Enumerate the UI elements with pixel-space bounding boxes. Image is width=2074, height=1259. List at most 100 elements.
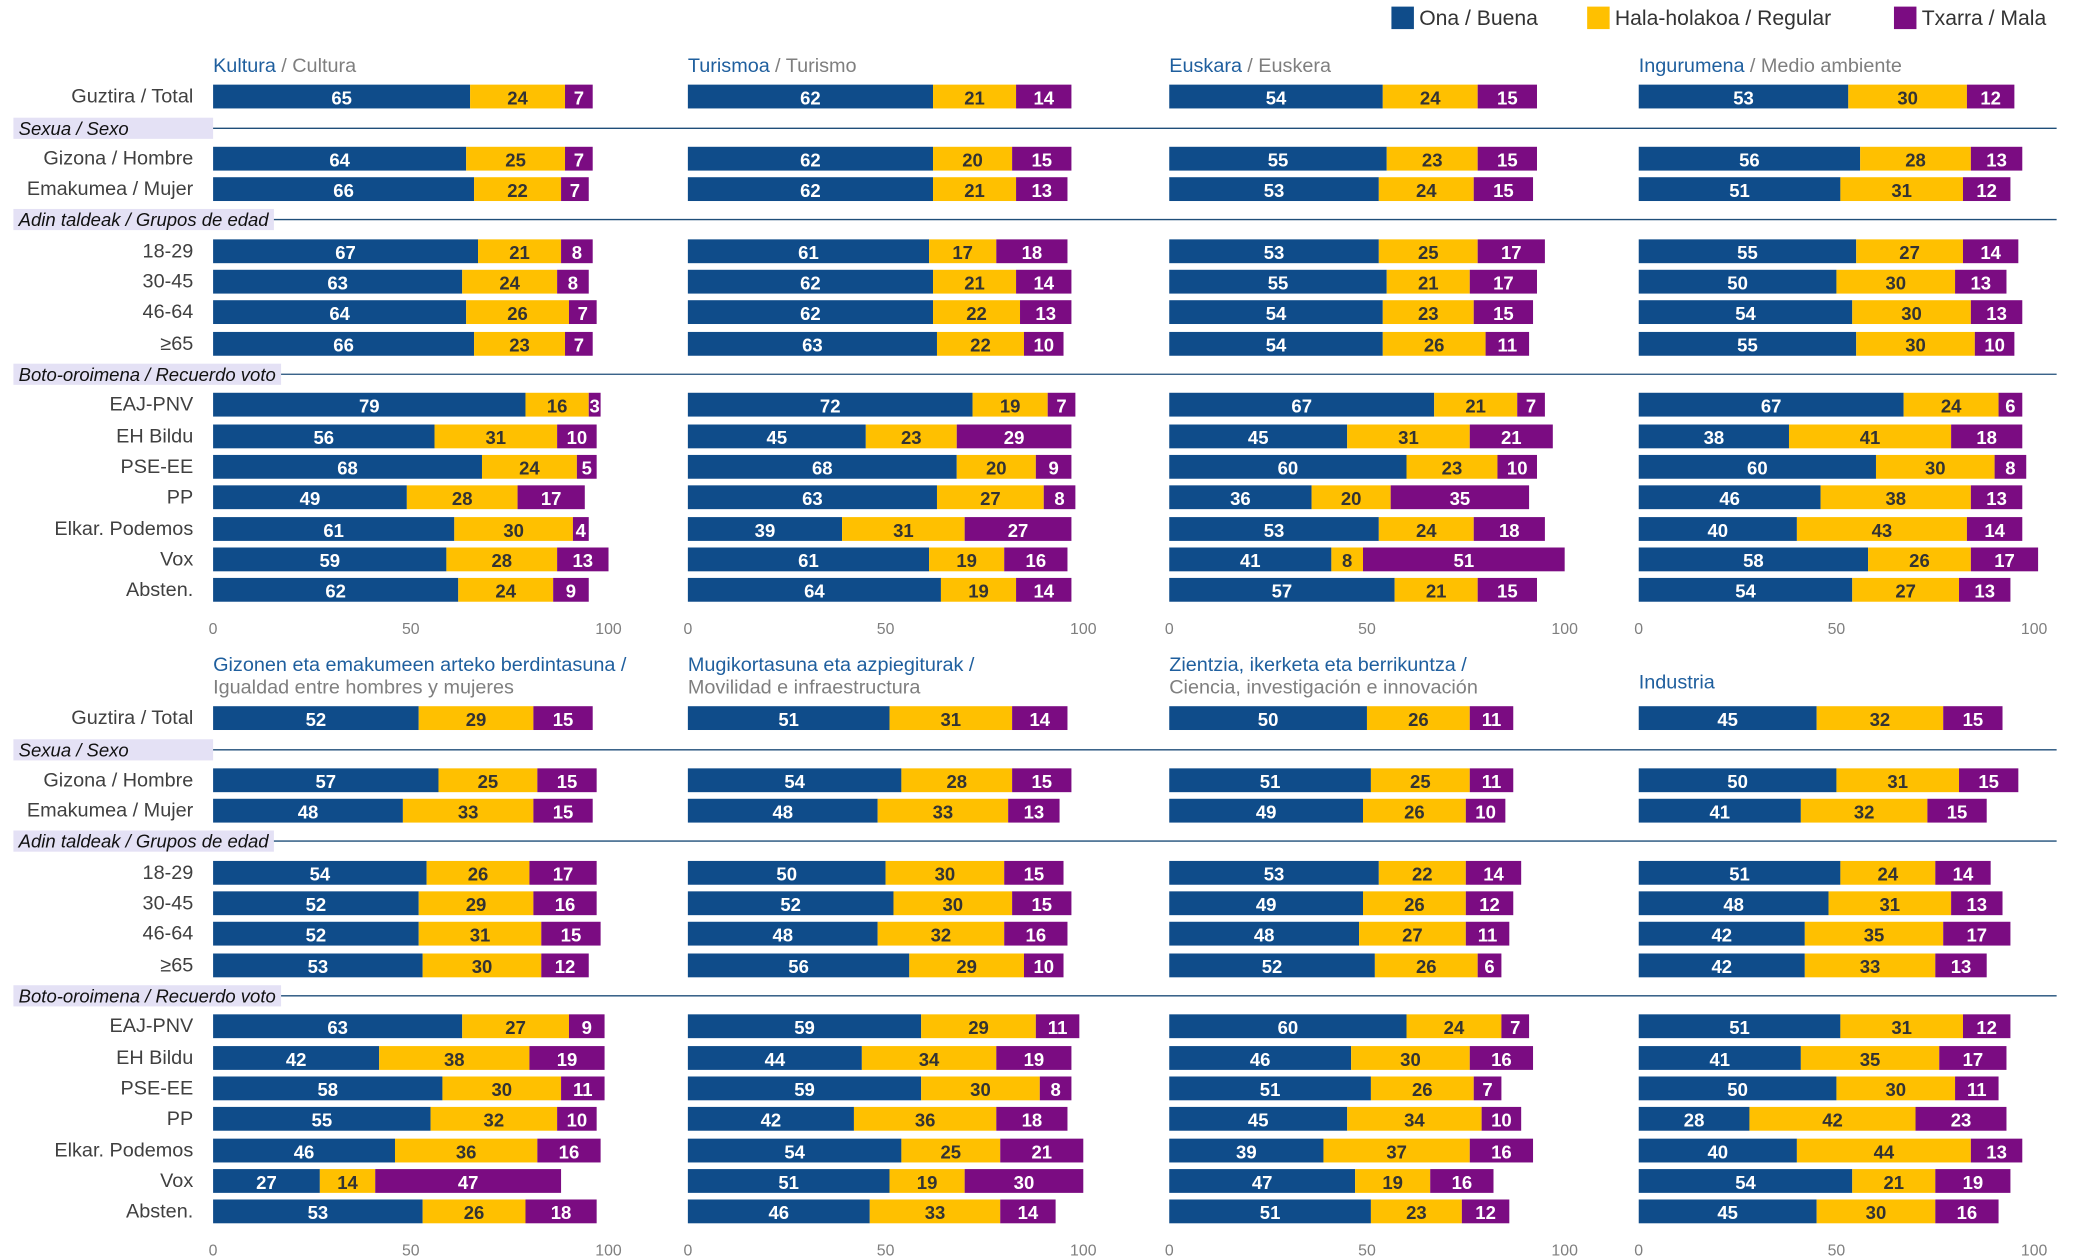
value-label: 19: [968, 581, 989, 602]
value-label: 16: [1491, 1141, 1512, 1162]
bar-segment: [438, 768, 538, 793]
bar-segment: [1374, 953, 1478, 978]
bar-segment: [885, 860, 1005, 885]
bar-segment: [687, 177, 934, 202]
bar-segment: [936, 331, 1024, 356]
bar-segment: [1638, 84, 1849, 109]
bar-segment: [1169, 177, 1379, 202]
category-label: PSE-EE: [121, 1077, 194, 1099]
bar-segment: [1903, 392, 1999, 417]
bar-segment: [1169, 269, 1387, 294]
value-label: 15: [561, 924, 582, 945]
value-label: 50: [1727, 273, 1748, 294]
bar-segment: [1370, 768, 1470, 793]
bar-segment: [1638, 1169, 1853, 1193]
value-label: 46: [294, 1141, 315, 1162]
value-label: 23: [509, 335, 530, 356]
bar-segment: [1359, 921, 1466, 946]
bar-segment: [213, 768, 439, 793]
value-label: 4: [576, 520, 587, 541]
bar-segment: [1935, 953, 1987, 978]
value-label: 17: [1501, 242, 1522, 263]
value-label: 19: [1963, 1172, 1984, 1193]
value-label: 60: [1747, 458, 1768, 479]
value-label: 45: [1248, 1110, 1269, 1131]
bar-segment: [466, 146, 566, 171]
group-label-bg: [13, 985, 282, 1007]
category-label: EAJ-PNV: [110, 394, 195, 416]
bar-segment: [1169, 331, 1383, 356]
bar-segment: [687, 1014, 922, 1039]
bar-segment: [933, 300, 1021, 325]
value-label: 46: [1250, 1049, 1271, 1070]
value-label: 24: [1941, 396, 1962, 417]
value-label: 62: [800, 273, 821, 294]
bar-segment: [1820, 485, 1971, 510]
value-label: 16: [555, 894, 576, 915]
bar-segment: [1836, 269, 1956, 294]
bar-segment: [1169, 768, 1371, 793]
value-label: 62: [800, 150, 821, 171]
bar-segment: [687, 146, 934, 171]
value-label: 11: [1048, 1017, 1068, 1038]
value-label: 41: [1710, 802, 1731, 823]
value-label: 7: [574, 87, 584, 108]
value-label: 17: [1963, 1049, 1984, 1070]
bar-segment: [1749, 1106, 1916, 1131]
bar-segment: [1840, 860, 1936, 885]
value-label: 24: [1416, 520, 1437, 541]
bar-segment: [1816, 1199, 1936, 1224]
value-label: 36: [456, 1141, 477, 1162]
bar-segment: [213, 300, 467, 325]
value-label: 14: [1980, 242, 2001, 263]
category-label: 46-64: [143, 301, 194, 323]
value-label: 8: [572, 242, 582, 263]
value-label: 58: [1743, 550, 1764, 571]
bar-segment: [869, 1199, 1001, 1224]
value-label: 18: [1976, 427, 1997, 448]
bar-segment: [474, 331, 566, 356]
bar-segment: [1860, 146, 1971, 171]
bar-segment: [1043, 485, 1076, 510]
bar-segment: [1169, 891, 1364, 916]
bar-segment: [565, 84, 593, 109]
value-label: 14: [1033, 581, 1054, 602]
category-label: ≥65: [160, 333, 193, 355]
bar-segment: [213, 392, 526, 417]
bar-segment: [406, 485, 518, 510]
value-label: 30: [1885, 273, 1906, 294]
bar-segment: [1169, 706, 1367, 731]
bar-segment: [1966, 517, 2023, 541]
group-label-bg: [13, 208, 274, 231]
bar-segment: [1469, 706, 1514, 731]
title-sub: / Medio ambiente: [1750, 55, 1902, 77]
bar-segment: [1169, 860, 1379, 885]
x-tick-label: 100: [1070, 621, 1097, 638]
bar-segment: [1943, 921, 2011, 946]
x-tick-label: 50: [1358, 1243, 1376, 1259]
value-label: 14: [1033, 273, 1054, 294]
value-label: 10: [567, 1110, 588, 1131]
value-label: 48: [772, 802, 793, 823]
bar-segment: [1836, 1076, 1956, 1101]
value-label: 49: [300, 488, 321, 509]
bar-segment: [1848, 84, 1967, 109]
value-label: 46: [1719, 488, 1740, 509]
bar-segment: [1868, 547, 1971, 572]
value-label: 16: [1957, 1202, 1978, 1223]
title-sub: / Turismo: [775, 55, 857, 77]
bar-segment: [442, 1076, 562, 1101]
bar-segment: [481, 454, 577, 479]
x-tick-label: 50: [1828, 1243, 1846, 1259]
value-label: 16: [1452, 1172, 1473, 1193]
value-label: 18: [1499, 520, 1520, 541]
title-main: Ingurumena: [1639, 55, 1746, 77]
group-label-bg: [13, 739, 214, 761]
value-label: 63: [802, 488, 823, 509]
value-label: 51: [1454, 550, 1475, 571]
bar-segment: [213, 1046, 380, 1070]
value-label: 64: [329, 150, 350, 171]
panel-title: Euskara / Euskera: [1169, 55, 1332, 77]
value-label: 61: [798, 242, 819, 263]
value-label: 15: [1497, 150, 1518, 171]
